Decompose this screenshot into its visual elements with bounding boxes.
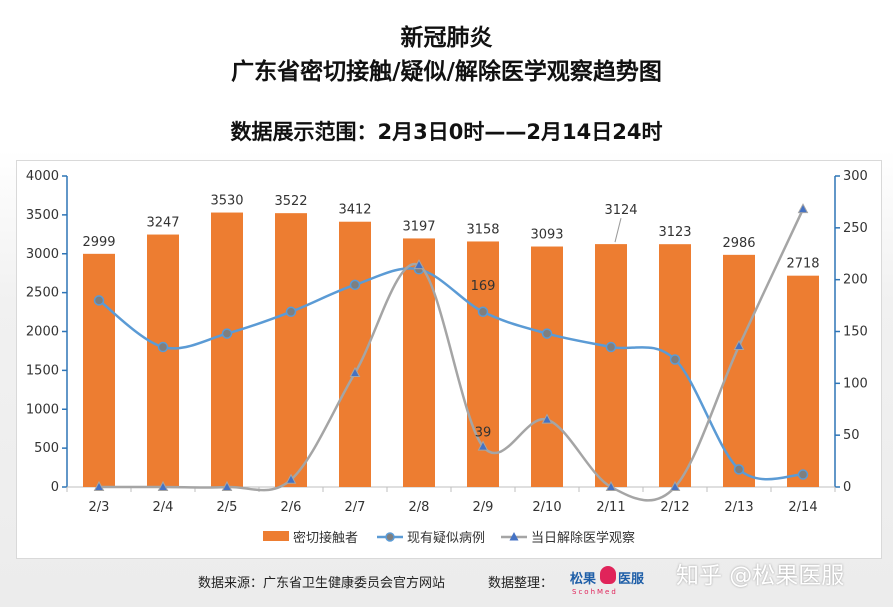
y-right-tick-label: 150 [843,325,868,340]
marker-released-point [477,440,489,451]
bar-data-label: 3124 [604,203,637,218]
marker-released-point [669,480,681,491]
marker-suspected-point [605,341,617,353]
bar-data-label: 3197 [402,219,435,234]
x-tick-label: 2/8 [409,500,430,515]
bar-close-contacts [787,275,819,487]
marker-released-point [797,203,809,214]
line-data-label: 169 [471,279,496,294]
chart-date-range: 数据展示范围：2月3日0时——2月14日24时 [230,120,663,144]
marker-released-point [605,480,617,491]
bar-close-contacts [339,221,371,488]
x-tick-label: 2/7 [345,500,366,515]
bar-close-contacts [403,238,435,487]
y-right-tick-label: 0 [843,480,851,495]
marker-suspected-point [157,341,169,353]
marker-released-point [349,366,361,377]
y-left-tick-label: 2000 [26,325,59,340]
marker-suspected-point [221,328,233,339]
line-released-observation [99,208,805,502]
bar-data-label: 2999 [82,235,115,250]
bar-close-contacts [275,213,307,488]
chart-panel: 0 500 1000 1500 2000 2500 3000 3500 4000 0 50 100 15… [16,160,882,559]
y-left-tick-label: 4000 [26,169,59,184]
bar-data-label: 2986 [722,236,755,251]
bar-close-contacts [147,234,179,487]
marker-released-point [413,259,425,270]
zhihu-watermark: 知乎 @松果医服 [676,563,845,589]
y-right-tick-label: 300 [843,169,868,184]
x-tick-label: 2/13 [724,500,753,515]
x-tick-label: 2/12 [660,500,689,515]
logo-subtext: ScohMed [572,588,618,596]
marker-released-point [733,339,745,351]
combo-chart: 0 500 1000 1500 2000 2500 3000 3500 4000 0 50 100 15… [26,169,868,546]
y-right-tick-label: 100 [843,376,868,391]
marker-released-point [157,480,169,491]
bar-data-label: 2718 [786,257,819,272]
legend-swatch-bar [263,531,289,541]
bar-data-label: 3123 [658,225,691,240]
bar-close-contacts [659,244,691,487]
legend-label: 当日解除医学观察 [531,530,635,546]
marker-suspected-point [477,306,489,318]
bar-close-contacts [595,244,627,487]
x-tick-label: 2/11 [596,500,625,515]
y-right-tick-label: 250 [843,221,868,236]
x-tick-label: 2/6 [281,500,302,515]
legend-marker-circle [385,532,395,542]
line-data-label: 39 [475,426,492,441]
y-left-tick-label: 2500 [26,286,59,301]
marker-released-point [93,480,105,491]
data-organizer-label: 数据整理： [488,576,554,591]
y-left-tick-label: 1000 [26,402,59,417]
bar-data-label: 3093 [530,228,563,243]
bar-data-label: 3247 [146,216,179,231]
marker-suspected-point [349,279,361,291]
x-tick-label: 2/5 [217,500,238,515]
logo-text-left: 松果 [570,572,597,587]
x-tick-label: 2/9 [473,500,494,515]
chart-title-line1: 新冠肺炎 [400,25,493,51]
y-left-tick-label: 500 [34,441,59,456]
bar-close-contacts [531,246,563,487]
legend-label: 现有疑似病例 [407,530,485,546]
bar-data-label: 3530 [210,194,243,209]
data-source-text: 数据来源：广东省卫生健康委员会官方网站 [198,576,446,591]
marker-released-point [541,413,553,424]
y-right-tick-label: 200 [843,273,868,288]
marker-released-point [221,480,233,491]
bar-data-label: 3158 [466,222,499,237]
marker-suspected-point [797,469,809,480]
y-left-tick-label: 3000 [26,247,59,262]
y-right-tick-label: 50 [843,428,860,443]
bar-close-contacts [211,212,243,488]
marker-suspected-point [541,328,553,339]
x-tick-label: 2/14 [788,500,817,515]
marker-suspected-point [93,295,105,306]
bar-close-contacts [83,253,115,487]
line-suspected-cases [98,267,804,481]
marker-suspected-point [733,464,745,475]
chart-title-line2: 广东省密切接触/疑似/解除医学观察趋势图 [231,59,662,85]
marker-suspected-point [285,306,297,318]
songguo-logo: 松果 医服 ScohMed [570,562,650,602]
y-left-tick-label: 0 [51,480,59,495]
x-tick-label: 2/4 [153,500,174,515]
bar-data-label: 3522 [274,194,307,209]
x-tick-label: 2/10 [532,500,561,515]
data-label-leader [614,217,622,243]
logo-pot-icon [600,566,616,584]
y-left-tick-label: 3500 [26,208,59,223]
marker-suspected-point [669,354,681,365]
bar-data-label: 3412 [338,203,371,218]
legend-marker-triangle [509,532,519,541]
legend-label: 密切接触者 [293,530,358,546]
marker-released-point [285,473,297,484]
logo-text-right: 医服 [618,572,645,587]
y-left-tick-label: 1500 [26,363,59,378]
x-tick-label: 2/3 [89,500,110,515]
